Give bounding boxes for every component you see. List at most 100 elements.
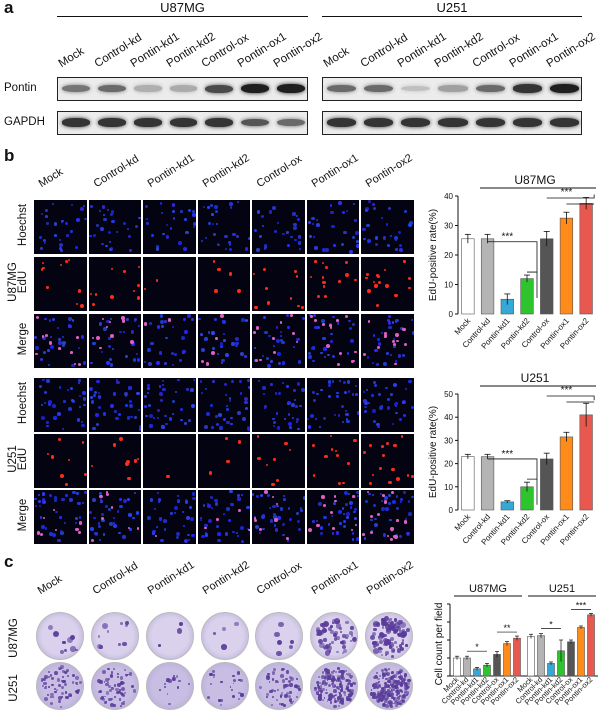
edu-positive-nucleus [226,459,231,464]
nucleus [280,507,284,511]
nucleus [364,208,369,212]
nucleus [109,357,113,362]
nucleus [35,346,39,351]
colony [51,676,55,681]
colony [323,697,326,700]
colony [378,649,382,653]
edu-positive-nucleus [362,352,366,356]
colony [339,626,342,630]
nucleus [339,521,343,525]
colony [394,618,398,622]
nucleus [262,354,265,357]
blot-band [401,118,431,127]
nucleus [178,240,182,245]
nucleus [376,425,380,429]
edu-positive-nucleus [383,335,386,338]
nucleus [296,217,300,221]
nucleus [262,527,265,531]
nucleus [202,504,206,507]
blot-band [277,84,305,93]
nucleus [316,392,319,396]
nucleus [321,318,326,323]
edu-positive-nucleus [73,362,76,365]
colony [388,641,392,645]
nucleus [212,232,217,237]
colony [350,626,354,630]
edu-positive-nucleus [316,523,320,528]
nucleus [69,230,73,233]
colony [332,632,337,637]
colony [101,697,106,702]
nucleus [158,517,163,522]
colony [272,668,276,672]
colony [107,684,111,688]
nucleus [83,403,86,407]
edu-positive-nucleus [383,500,388,504]
colony [384,639,390,646]
colony-x-tick-label: Control-kd [514,675,545,706]
nucleus [101,518,105,523]
blot-band [512,118,542,127]
nucleus [156,408,161,413]
nucleus [302,496,305,500]
colony [392,697,395,700]
nucleus [199,380,203,383]
edu-x-tick-label: Control-kd [461,512,492,545]
colony [327,626,332,631]
nucleus [162,388,166,392]
colony-x-tick-label: Mock [441,675,460,694]
edu-positive-nucleus [41,268,44,271]
colony [374,695,378,700]
nucleus [230,502,234,507]
nucleus [56,412,61,416]
nucleus [183,318,186,321]
blot-band [512,84,542,93]
nucleus [275,412,279,416]
edu-positive-nucleus [336,318,339,322]
nucleus [234,336,239,341]
colony [328,683,332,687]
colony [345,695,350,700]
edu-positive-nucleus [393,443,397,447]
colony-bar [463,657,471,677]
nucleus [52,533,57,538]
nucleus [351,532,355,535]
colony [372,620,379,627]
colony [387,693,392,698]
nucleus [187,538,190,541]
colony [120,680,125,685]
nucleus [43,239,47,243]
colony [325,689,328,691]
edu-positive-nucleus [129,340,134,344]
colony [403,681,406,683]
edu-positive-nucleus [286,536,290,541]
edu-positive-nucleus [136,527,139,530]
colony [231,689,234,692]
nucleus [240,539,245,544]
nucleus [353,510,357,514]
nucleus [335,394,340,399]
channel-label: Merge [17,498,29,532]
colony [369,634,376,641]
colony [332,694,336,699]
colony [159,688,161,691]
edu-positive-nucleus [253,330,257,334]
western-row-label: GAPDH [4,116,45,128]
colony [110,697,113,700]
nucleus [222,417,226,421]
colony [397,686,400,689]
nucleus [237,494,241,497]
edu-positive-nucleus [262,268,266,271]
nucleus [370,518,374,522]
nucleus [363,401,368,406]
edu-positive-nucleus [345,272,349,277]
edu-positive-nucleus [122,269,126,273]
colony [113,704,116,707]
nucleus [97,522,101,525]
colony [166,693,169,695]
microscopy-column-label: Control-kd [91,152,141,190]
edu-positive-nucleus [127,527,131,530]
microscopy-edu-image [88,257,142,311]
nucleus [272,206,276,210]
colony [378,674,381,678]
